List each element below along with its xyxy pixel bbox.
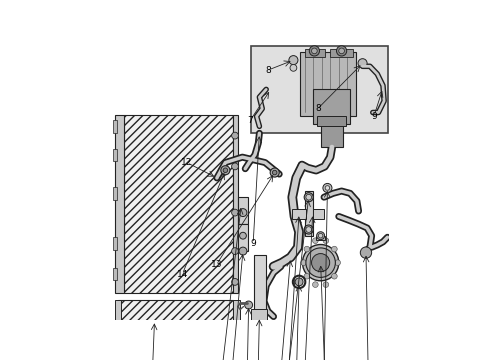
- Circle shape: [311, 48, 317, 54]
- Circle shape: [231, 248, 238, 255]
- Circle shape: [231, 279, 238, 285]
- Bar: [317, 116, 346, 126]
- Bar: [329, 49, 352, 57]
- Bar: [232, 300, 239, 332]
- Text: 9: 9: [370, 112, 376, 121]
- Bar: [312, 209, 324, 219]
- Circle shape: [322, 184, 331, 193]
- Circle shape: [308, 46, 319, 56]
- Circle shape: [295, 278, 303, 286]
- Circle shape: [305, 248, 335, 278]
- Bar: [320, 124, 343, 147]
- Circle shape: [289, 64, 296, 71]
- Text: 12: 12: [181, 158, 192, 167]
- Circle shape: [300, 260, 306, 265]
- Circle shape: [226, 334, 235, 342]
- Circle shape: [221, 166, 229, 175]
- Circle shape: [318, 233, 322, 238]
- Bar: [251, 46, 387, 133]
- Circle shape: [357, 59, 366, 68]
- Circle shape: [305, 227, 311, 232]
- Circle shape: [231, 163, 238, 170]
- Circle shape: [325, 186, 329, 190]
- Bar: [118, 300, 232, 332]
- Circle shape: [331, 273, 337, 279]
- Circle shape: [304, 246, 309, 252]
- Text: 8: 8: [264, 66, 270, 75]
- Bar: [113, 237, 116, 249]
- Text: 7: 7: [247, 116, 253, 125]
- Circle shape: [323, 282, 328, 287]
- Bar: [113, 268, 116, 280]
- Circle shape: [305, 194, 311, 200]
- Text: 14: 14: [176, 270, 187, 279]
- Bar: [113, 187, 116, 199]
- Circle shape: [338, 48, 344, 54]
- Bar: [113, 149, 116, 161]
- Bar: [124, 115, 232, 293]
- Circle shape: [239, 209, 246, 217]
- Circle shape: [304, 193, 313, 202]
- Text: 9: 9: [250, 239, 256, 248]
- Bar: [304, 191, 312, 236]
- Bar: [115, 300, 120, 332]
- Circle shape: [228, 336, 233, 340]
- Bar: [315, 236, 325, 239]
- Circle shape: [311, 253, 329, 272]
- Bar: [232, 115, 237, 293]
- Circle shape: [288, 55, 297, 65]
- Circle shape: [312, 282, 318, 287]
- Circle shape: [239, 247, 246, 255]
- Circle shape: [312, 238, 318, 243]
- Bar: [253, 255, 265, 316]
- Circle shape: [323, 238, 328, 243]
- Circle shape: [331, 246, 337, 252]
- Circle shape: [360, 247, 371, 258]
- Bar: [237, 197, 247, 224]
- Circle shape: [231, 209, 238, 216]
- Circle shape: [244, 301, 252, 309]
- Circle shape: [223, 168, 227, 172]
- Circle shape: [304, 273, 309, 279]
- Bar: [254, 257, 264, 314]
- Bar: [292, 209, 305, 219]
- Bar: [113, 120, 116, 132]
- Text: 8: 8: [314, 104, 320, 113]
- Bar: [300, 53, 355, 116]
- Bar: [115, 115, 124, 293]
- Circle shape: [269, 168, 279, 177]
- Circle shape: [231, 132, 238, 139]
- Text: 13: 13: [210, 261, 222, 269]
- Circle shape: [272, 170, 276, 175]
- Circle shape: [239, 232, 246, 239]
- Circle shape: [336, 46, 346, 56]
- Circle shape: [316, 232, 324, 240]
- Bar: [237, 224, 247, 251]
- Bar: [304, 49, 324, 57]
- Circle shape: [304, 225, 313, 234]
- Bar: [313, 89, 349, 124]
- Circle shape: [302, 244, 338, 281]
- Bar: [250, 309, 267, 324]
- Circle shape: [334, 260, 340, 265]
